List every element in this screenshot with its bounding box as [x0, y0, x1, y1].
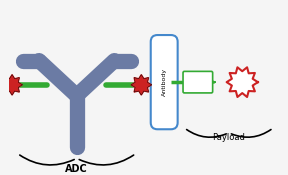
FancyBboxPatch shape: [151, 35, 178, 129]
Text: Warhead: Warhead: [228, 80, 256, 85]
FancyBboxPatch shape: [183, 71, 213, 93]
Polygon shape: [2, 75, 22, 95]
Polygon shape: [131, 75, 151, 95]
Text: ADC: ADC: [65, 164, 88, 174]
Text: Linker: Linker: [187, 79, 209, 85]
Text: Antibody: Antibody: [162, 68, 167, 96]
Text: Payload: Payload: [212, 133, 245, 142]
Polygon shape: [227, 67, 258, 97]
